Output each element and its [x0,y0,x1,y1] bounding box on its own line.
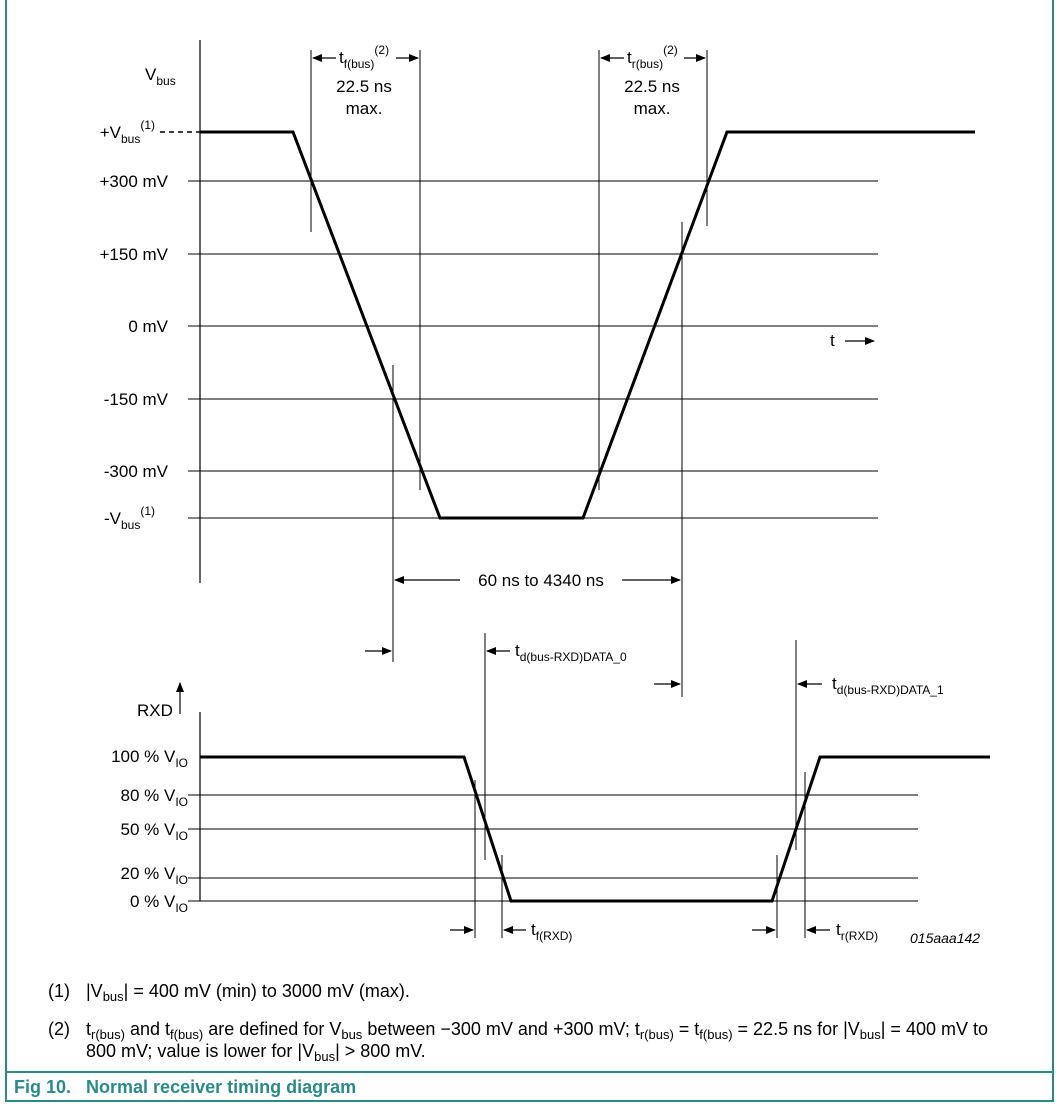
rxd-level-label: 100 % VIO [111,747,188,770]
level-label: -300 mV [104,462,169,481]
time-label: t [830,331,835,350]
note-text: tr(bus) and tf(bus) are defined for Vbus… [86,1019,988,1064]
rxd-rise-label: tr(RXD) [836,920,878,943]
delay1-label: td(bus-RXD)DATA_1 [832,674,944,697]
caption-divider [5,1071,1054,1073]
fall-time-value: 22.5 ns [336,77,392,96]
figure-title: Normal receiver timing diagram [86,1077,357,1097]
delay0-label: td(bus-RXD)DATA_0 [515,641,627,664]
level-label: +300 mV [99,172,168,191]
level-label: 0 mV [128,317,168,336]
note-text: |Vbus| = 400 mV (min) to 3000 mV (max). [86,981,410,1004]
level-label: +150 mV [99,245,168,264]
rise-time-max: max. [634,99,671,118]
rxd-level-label: 20 % VIO [121,864,188,887]
bus-voltage-panel: Vbus +Vbus(1) +300 mV +150 mV 0 mV -150 … [99,40,975,697]
rise-time-label: tr(bus)(2) [627,43,678,71]
rxd-fall-label: tf(RXD) [531,920,572,943]
rxd-axis-label: RXD [137,701,173,720]
bus-waveform [200,130,975,520]
level-label-plus-vbus: +Vbus(1) [100,118,155,146]
timing-diagram: Vbus +Vbus(1) +300 mV +150 mV 0 mV -150 … [99,40,990,946]
figure-caption: Fig 10. Normal receiver timing diagram [14,1077,356,1098]
rxd-waveform [200,755,990,903]
level-label-minus-vbus: -Vbus(1) [104,504,155,532]
delay-markers: td(bus-RXD)DATA_0 td(bus-RXD)DATA_1 [365,633,944,860]
level-label: -150 mV [104,390,169,409]
rxd-panel: RXD 100 % VIO 80 % VIO 50 % VIO 20 % VIO… [111,682,990,946]
rxd-level-label: 50 % VIO [121,820,188,843]
rxd-level-label: 0 % VIO [130,892,188,915]
rise-time-value: 22.5 ns [624,77,680,96]
bit-time-label: 60 ns to 4340 ns [478,571,604,590]
figure-code: 015aaa142 [910,930,980,946]
rxd-level-label: 80 % VIO [121,786,188,809]
figure-number: Fig 10. [14,1077,72,1097]
bus-axis-label: Vbus [145,65,176,88]
fall-time-label: tf(bus)(2) [339,43,389,71]
fall-time-max: max. [346,99,383,118]
note-number: (1) [48,981,70,1001]
note-number: (2) [48,1019,70,1039]
figure-frame [5,0,1054,1102]
